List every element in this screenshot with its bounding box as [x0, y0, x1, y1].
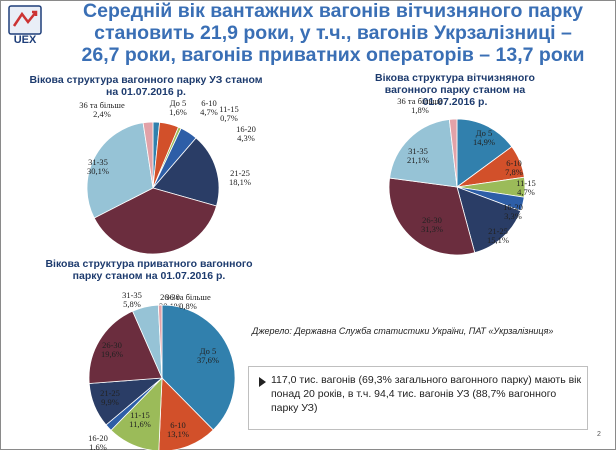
pie-private-value-3: 1,6% [89, 442, 107, 450]
pie-private-label-1: 6-10 [170, 420, 186, 430]
uex-logo [8, 5, 42, 35]
pie-domestic-label-4: 21-25 [488, 226, 508, 236]
pie-uz-value-3: 4,3% [237, 133, 255, 143]
pie-uz-label-3: 16-20 [236, 124, 256, 134]
pie-domestic-value-6: 21,1% [407, 155, 429, 165]
summary-text: 117,0 тис. вагонів (69,3% загального ваг… [271, 374, 582, 414]
pie-uz-value-4: 18,1% [229, 177, 251, 187]
arrow-bullet-icon [259, 377, 266, 387]
pie-uz-value-0: 1,6% [169, 107, 187, 117]
pie-uz-slice-6 [86, 122, 154, 219]
pie-private-value-7: 0,8% [179, 301, 197, 311]
source-note: Джерело: Державна Служба статистики Укра… [252, 326, 554, 336]
pie-domestic-slice-4 [456, 186, 522, 254]
pie-private-slice-0 [161, 304, 236, 431]
pie-private-label-7: 36 та більше [165, 292, 211, 302]
summary-box: 117,0 тис. вагонів (69,3% загального ваг… [248, 366, 588, 430]
pie-private-label-2: 11-15 [130, 410, 150, 420]
pie-domestic-slice-5 [388, 177, 476, 256]
pie-uz-label-4: 21-25 [230, 168, 250, 178]
pie-uz-label-2: 11-15 [219, 104, 239, 114]
pie-domestic-label-0: До 5 [476, 128, 492, 138]
pie-domestic-value-2: 4,7% [517, 187, 535, 197]
pie-uz-label-7: 36 та більше [79, 100, 125, 110]
pie-domestic-label-6: 31-35 [408, 146, 428, 156]
pie-domestic-value-5: 31,3% [421, 224, 443, 234]
pie-private-slice-5 [88, 310, 163, 384]
title-line-2: становить 21,9 роки, у т.ч., вагонів Укр… [94, 22, 572, 44]
pie-uz-slice-5 [93, 187, 217, 255]
pie-domestic-label-2: 11-15 [516, 178, 536, 188]
pie-private-value-1: 13,1% [167, 429, 189, 439]
chart-title-private: Вікова структура приватного вагонного па… [45, 258, 253, 282]
title-line-3: 26,7 роки, вагонів приватних операторів … [81, 44, 585, 66]
pie-domestic-value-0: 14,9% [473, 137, 495, 147]
pie-uz-label-0: До 5 [170, 98, 186, 108]
pie-domestic-label-3: 16-20 [503, 202, 523, 212]
slide-title: Середній вік вантажних вагонів вітчизнян… [50, 0, 616, 66]
pie-uz-label-6: 31-35 [88, 157, 108, 167]
pie-private-label-6: 31-35 [122, 290, 142, 300]
title-line-1: Середній вік вантажних вагонів вітчизнян… [83, 0, 583, 22]
logo-text: UEX [13, 34, 37, 46]
pie-domestic-value-1: 7,8% [505, 167, 523, 177]
pie-private-label-5: 26-30 [102, 340, 122, 350]
pie-uz-label-1: 6-10 [201, 98, 217, 108]
pie-uz-slice-4 [152, 137, 220, 207]
slide-number: 2 [597, 431, 601, 438]
pie-domestic-slice-6 [389, 118, 458, 188]
pie-uz-label-5: 26-30 [160, 292, 180, 302]
pie-domestic-value-7: 1,8% [411, 105, 429, 115]
pie-domestic-slice-0 [456, 118, 513, 188]
pie-private-slice-1 [158, 377, 214, 450]
pie-private-value-4: 9,9% [101, 397, 119, 407]
pie-uz-value-6: 30,1% [87, 166, 109, 176]
pie-uz-value-7: 2,4% [93, 109, 111, 119]
pie-uz-value-1: 4,7% [200, 107, 218, 117]
chart-title-uz: Вікова структура вагонного парку УЗ стан… [29, 74, 263, 98]
pie-private-value-0: 37,6% [197, 355, 219, 365]
pie-private-value-2: 11,6% [129, 419, 151, 429]
pie-domestic-label-1: 6-10 [506, 158, 522, 168]
pie-domestic-label-7: 36 та більше [397, 96, 443, 106]
pie-private-label-3: 16-20 [88, 433, 108, 443]
pie-uz-slice-7 [142, 121, 154, 189]
pie-private-slice-7 [157, 304, 163, 379]
pie-uz-value-2: 0,7% [220, 113, 238, 123]
pie-domestic-label-5: 26-30 [422, 215, 442, 225]
pie-private-label-0: До 5 [200, 346, 216, 356]
pie-domestic-value-3: 3,3% [504, 211, 522, 221]
pie-domestic-value-4: 15,1% [487, 235, 509, 245]
pie-private-label-4: 21-25 [100, 388, 120, 398]
pie-domestic-slice-7 [448, 118, 458, 188]
chart-title-domestic: Вікова структура вітчизняного вагонного … [375, 72, 535, 108]
pie-private-value-5: 19,6% [101, 349, 123, 359]
pie-private-value-6: 5,8% [123, 299, 141, 309]
